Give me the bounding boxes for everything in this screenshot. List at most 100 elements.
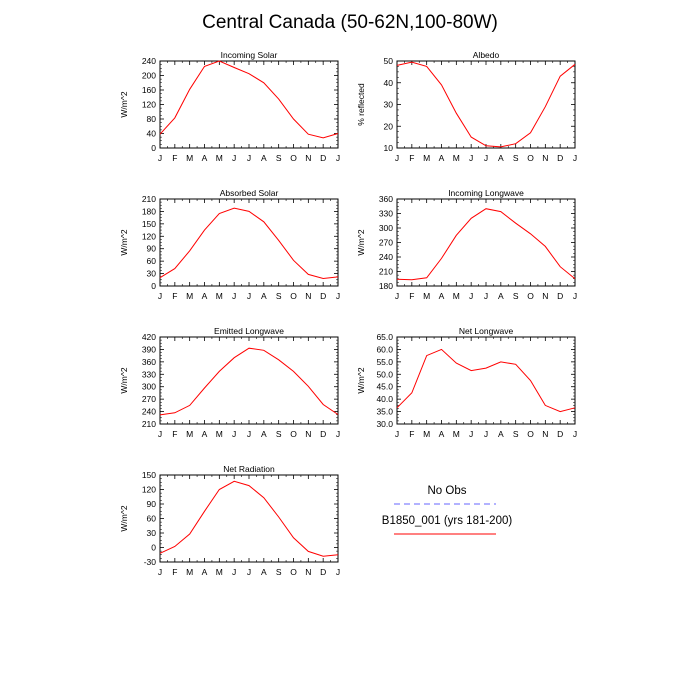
y-tick-label: 60: [147, 514, 157, 524]
y-tick-label: 0: [151, 281, 156, 291]
y-tick-label: 0: [151, 143, 156, 153]
x-tick-label: M: [453, 429, 460, 439]
plot-frame: [396, 198, 576, 287]
x-tick-label: N: [542, 429, 548, 439]
legend: No Obs B1850_001 (yrs 181-200): [382, 485, 512, 535]
x-tick-label: D: [557, 429, 563, 439]
x-tick-label: O: [290, 567, 297, 577]
y-tick-label: 360: [379, 194, 393, 204]
x-tick-label: A: [439, 291, 445, 301]
plot-frame: [396, 336, 576, 425]
x-tick-label: J: [232, 567, 236, 577]
y-tick-label: 90: [147, 244, 157, 254]
x-tick-label: S: [276, 429, 282, 439]
series-line: [159, 207, 339, 280]
plot-frame: [159, 198, 339, 287]
y-tick-label: 20: [384, 121, 394, 131]
y-tick-label: 60.0: [376, 344, 393, 354]
x-tick-label: O: [290, 153, 297, 163]
y-tick-label: 0: [151, 543, 156, 553]
x-tick-label: M: [216, 567, 223, 577]
y-tick-label: 240: [379, 252, 393, 262]
y-tick-label: 210: [142, 419, 156, 429]
x-tick-label: J: [232, 429, 236, 439]
x-tick-label: D: [557, 291, 563, 301]
y-tick-label: 30: [147, 269, 157, 279]
y-tick-label: 360: [142, 357, 156, 367]
x-tick-label: J: [469, 291, 473, 301]
x-tick-label: N: [305, 291, 311, 301]
x-tick-label: A: [261, 567, 267, 577]
x-tick-label: J: [336, 429, 340, 439]
x-tick-label: S: [513, 291, 519, 301]
y-tick-label: 90: [147, 499, 157, 509]
x-tick-label: J: [395, 291, 399, 301]
y-tick-label: 50.0: [376, 369, 393, 379]
y-tick-label: 50: [384, 56, 394, 66]
x-tick-label: J: [232, 153, 236, 163]
series-line: [159, 480, 339, 557]
panel-title: Net Radiation: [223, 464, 275, 474]
x-tick-label: J: [158, 291, 162, 301]
x-tick-label: O: [290, 429, 297, 439]
series-line: [396, 61, 576, 148]
y-tick-label: 240: [142, 56, 156, 66]
y-axis-label: W/m^2: [119, 229, 129, 255]
x-tick-label: A: [202, 429, 208, 439]
x-tick-label: J: [247, 291, 251, 301]
y-axis-label: W/m^2: [356, 229, 366, 255]
legend-label: No Obs: [428, 485, 467, 497]
x-tick-label: D: [320, 429, 326, 439]
x-tick-label: J: [573, 153, 577, 163]
x-tick-label: A: [261, 291, 267, 301]
panel-title: Absorbed Solar: [220, 188, 279, 198]
y-tick-label: 150: [142, 470, 156, 480]
y-tick-label: 180: [379, 281, 393, 291]
x-tick-label: J: [247, 567, 251, 577]
x-tick-label: J: [484, 429, 488, 439]
x-tick-label: S: [513, 429, 519, 439]
series-line: [159, 60, 339, 139]
y-tick-label: 40: [384, 78, 394, 88]
x-tick-label: J: [336, 567, 340, 577]
x-tick-label: F: [409, 153, 414, 163]
x-tick-label: A: [498, 291, 504, 301]
panel-title: Albedo: [473, 50, 500, 60]
x-tick-label: A: [202, 153, 208, 163]
x-tick-label: A: [439, 429, 445, 439]
plot-frame: [159, 336, 339, 425]
y-tick-label: 40.0: [376, 394, 393, 404]
x-tick-label: S: [276, 153, 282, 163]
series-line: [396, 208, 576, 281]
y-tick-label: 40: [147, 129, 157, 139]
x-tick-label: J: [247, 429, 251, 439]
x-tick-label: S: [276, 291, 282, 301]
panel-title: Incoming Longwave: [448, 188, 524, 198]
x-tick-label: J: [573, 429, 577, 439]
y-axis-label: W/m^2: [356, 367, 366, 393]
y-tick-label: 55.0: [376, 357, 393, 367]
y-tick-label: 65.0: [376, 332, 393, 342]
x-tick-label: F: [172, 291, 177, 301]
y-tick-label: 60: [147, 256, 157, 266]
x-tick-label: A: [439, 153, 445, 163]
x-tick-label: J: [395, 429, 399, 439]
y-axis-label: W/m^2: [119, 367, 129, 393]
x-tick-label: O: [527, 153, 534, 163]
y-tick-label: 120: [142, 231, 156, 241]
x-tick-label: N: [542, 291, 548, 301]
x-tick-label: F: [172, 567, 177, 577]
x-tick-label: A: [498, 429, 504, 439]
plot-frame: [396, 60, 576, 149]
series-line: [159, 347, 339, 416]
y-tick-label: 30: [147, 528, 157, 538]
series-line: [396, 348, 576, 413]
panel-title: Net Longwave: [459, 326, 514, 336]
page-title: Central Canada (50-62N,100-80W): [202, 12, 498, 33]
x-tick-label: M: [186, 153, 193, 163]
